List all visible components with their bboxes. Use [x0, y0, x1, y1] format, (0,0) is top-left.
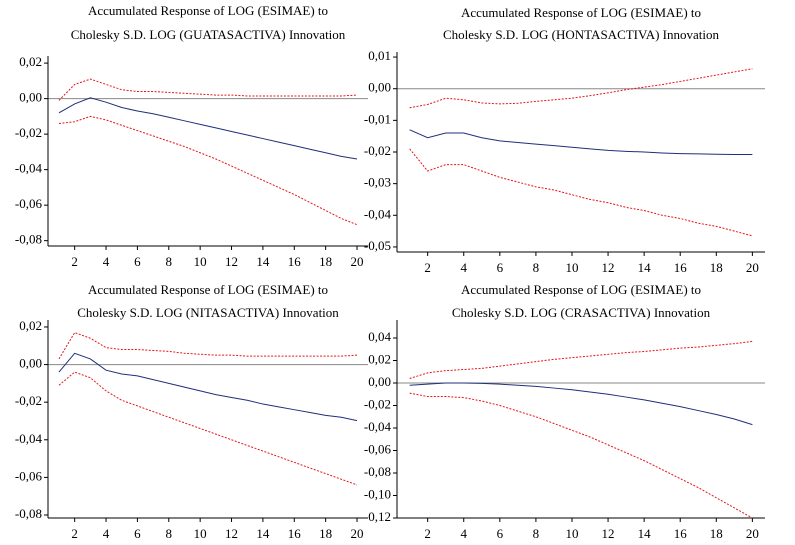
- x-tick-label: 6: [497, 260, 504, 275]
- x-tick-label: 12: [225, 254, 238, 269]
- x-tick-label: 16: [674, 526, 688, 541]
- y-tick-label: -0,08: [364, 464, 391, 479]
- y-tick-label: 0,02: [19, 54, 42, 69]
- x-tick-label: 4: [103, 526, 110, 541]
- y-tick-label: -0,08: [15, 506, 42, 521]
- x-tick-label: 12: [225, 526, 238, 541]
- y-tick-label: -0,01: [364, 111, 391, 126]
- x-tick-label: 18: [319, 254, 332, 269]
- y-tick-label: -0,12: [364, 509, 391, 524]
- y-tick-label: -0,08: [15, 232, 42, 247]
- series-line: [58, 115, 358, 226]
- x-tick-label: 4: [460, 526, 467, 541]
- x-tick-label: 4: [103, 254, 110, 269]
- chart-title: Accumulated Response of LOG (ESIMAE) to: [88, 3, 328, 18]
- chart-title: Cholesky S.D. LOG (NITASACTIVA) Innovati…: [77, 305, 339, 320]
- y-tick-label: 0,00: [368, 80, 391, 95]
- y-tick-label: -0,02: [15, 125, 42, 140]
- x-tick-label: 20: [746, 260, 759, 275]
- x-tick-label: 16: [288, 254, 302, 269]
- x-tick-label: 8: [166, 526, 173, 541]
- series-line: [58, 352, 358, 422]
- x-tick-label: 20: [351, 254, 364, 269]
- y-tick-label: 0,00: [19, 356, 42, 371]
- y-tick-label: -0,03: [364, 175, 391, 190]
- x-tick-label: 20: [351, 526, 364, 541]
- y-tick-label: 0,02: [368, 351, 391, 366]
- x-tick-label: 14: [256, 254, 270, 269]
- x-tick-label: 10: [565, 526, 578, 541]
- x-tick-label: 2: [424, 260, 431, 275]
- x-tick-label: 2: [71, 254, 78, 269]
- series-line: [409, 340, 753, 379]
- y-tick-label: -0,06: [15, 196, 43, 211]
- y-tick-label: -0,06: [15, 468, 43, 483]
- x-tick-label: 2: [424, 526, 431, 541]
- x-tick-label: 14: [638, 260, 652, 275]
- x-tick-label: 10: [565, 260, 578, 275]
- series-line: [409, 382, 753, 426]
- x-tick-label: 6: [134, 254, 141, 269]
- y-tick-label: 0,04: [368, 329, 391, 344]
- y-tick-label: -0,04: [15, 431, 43, 446]
- y-tick-label: -0,04: [15, 161, 43, 176]
- x-tick-label: 18: [710, 260, 723, 275]
- x-tick-label: 18: [319, 526, 332, 541]
- x-tick-label: 4: [460, 260, 467, 275]
- y-tick-label: 0,01: [368, 48, 391, 63]
- series-line: [58, 78, 358, 101]
- y-tick-label: -0,04: [364, 206, 392, 221]
- y-tick-label: -0,06: [364, 441, 392, 456]
- x-tick-label: 14: [256, 526, 270, 541]
- y-tick-label: -0,05: [364, 238, 391, 253]
- chart-title: Cholesky S.D. LOG (GUATASACTIVA) Innovat…: [71, 27, 346, 42]
- series-line: [409, 68, 753, 109]
- chart-title: Cholesky S.D. LOG (CRASACTIVA) Innovatio…: [452, 305, 711, 320]
- x-tick-label: 8: [166, 254, 173, 269]
- chart-title: Accumulated Response of LOG (ESIMAE) to: [461, 5, 701, 20]
- x-tick-label: 2: [71, 526, 78, 541]
- y-tick-label: 0,02: [19, 318, 42, 333]
- y-tick-label: -0,02: [15, 393, 42, 408]
- y-tick-label: 0,00: [19, 90, 42, 105]
- chart-title: Cholesky S.D. LOG (HONTASACTIVA) Innovat…: [443, 27, 720, 42]
- series-line: [409, 129, 753, 156]
- series-line: [409, 392, 753, 519]
- x-tick-label: 8: [533, 260, 540, 275]
- x-tick-label: 8: [533, 526, 540, 541]
- x-tick-label: 12: [602, 260, 615, 275]
- x-tick-label: 20: [746, 526, 759, 541]
- x-tick-label: 18: [710, 526, 723, 541]
- x-tick-label: 10: [194, 526, 207, 541]
- chart-title: Accumulated Response of LOG (ESIMAE) to: [461, 282, 701, 297]
- x-tick-label: 14: [638, 526, 652, 541]
- series-line: [58, 371, 358, 486]
- x-tick-label: 16: [288, 526, 302, 541]
- x-tick-label: 16: [674, 260, 688, 275]
- y-tick-label: -0,02: [364, 143, 391, 158]
- series-line: [58, 97, 358, 160]
- y-tick-label: 0,00: [368, 374, 391, 389]
- x-tick-label: 6: [497, 526, 504, 541]
- chart-title: Accumulated Response of LOG (ESIMAE) to: [88, 282, 328, 297]
- x-tick-label: 10: [194, 254, 207, 269]
- series-line: [58, 331, 358, 360]
- y-tick-label: -0,04: [364, 419, 392, 434]
- x-tick-label: 12: [602, 526, 615, 541]
- series-line: [409, 148, 753, 237]
- x-tick-label: 6: [134, 526, 141, 541]
- y-tick-label: -0,10: [364, 486, 391, 501]
- y-tick-label: -0,02: [364, 396, 391, 411]
